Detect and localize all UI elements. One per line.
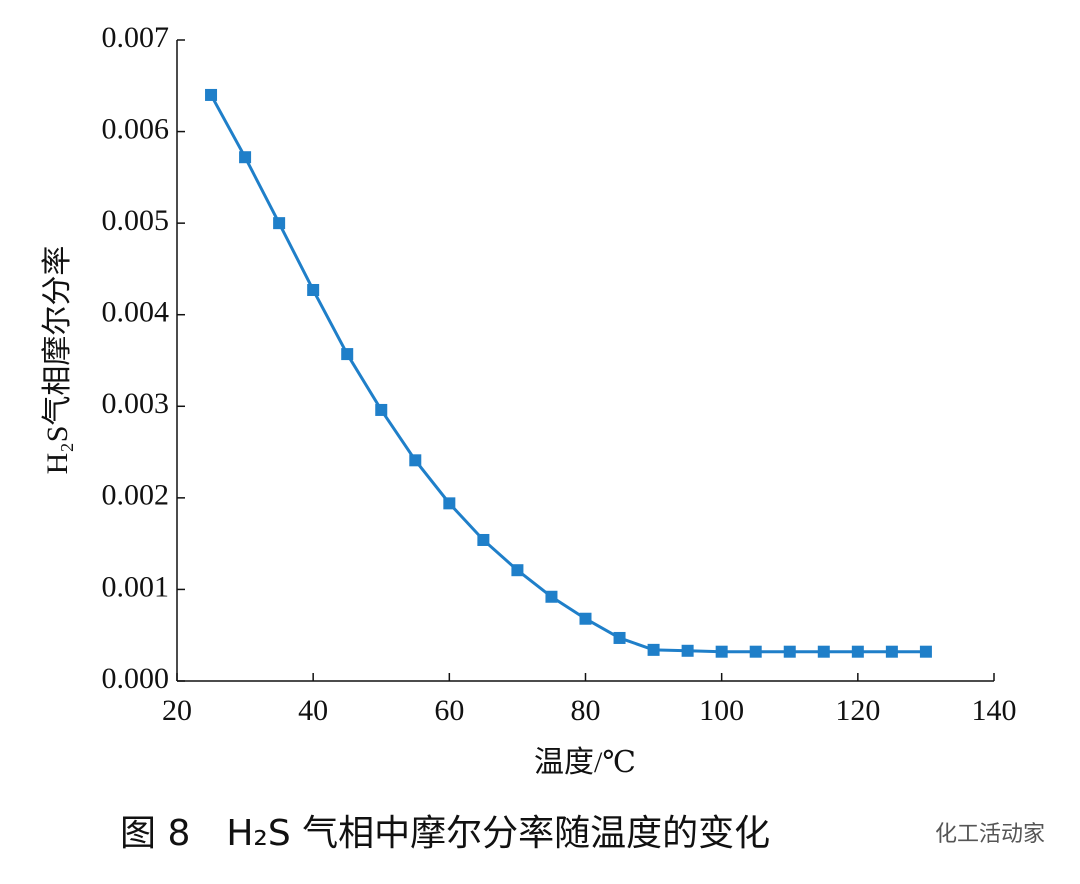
x-tick-label: 20 [162, 694, 192, 727]
marker [579, 612, 592, 625]
x-tick-label: 80 [571, 694, 601, 727]
marker [511, 564, 524, 577]
x-tick-label: 140 [972, 694, 1017, 727]
y-axis-label: H₂S气相摩尔分率 [41, 246, 74, 475]
y-tick-label: 0.007 [102, 21, 170, 54]
y-tick-label: 0.003 [102, 387, 170, 420]
line [209, 94, 926, 654]
x-tick-label: 40 [298, 694, 328, 727]
marker [749, 645, 762, 658]
y-tick-label: 0.004 [102, 296, 170, 329]
x-axis-label: 温度/℃ [534, 746, 636, 779]
y-tick-label: 0.005 [102, 204, 170, 237]
marker [375, 403, 388, 416]
marker [613, 631, 626, 644]
x-tick-label: 100 [699, 694, 744, 727]
marker [545, 590, 558, 603]
marker [681, 644, 694, 657]
marker [783, 645, 796, 658]
marker [239, 151, 252, 164]
marker [341, 348, 354, 361]
marker [307, 283, 320, 296]
marker [647, 643, 660, 656]
marker [205, 88, 218, 101]
marker [919, 645, 932, 658]
y-tick-label: 0.002 [102, 479, 170, 512]
marker [273, 217, 286, 230]
marker [443, 497, 456, 510]
y-tick-label: 0.001 [102, 570, 170, 603]
x-tick-label: 60 [434, 694, 464, 727]
caption: 图 8 H₂S 气相中摩尔分率随温度的变化 [120, 813, 770, 854]
marker [817, 645, 830, 658]
marker [477, 533, 490, 546]
x-tick-label: 120 [835, 694, 880, 727]
watermark: 化工活动家 [935, 822, 1045, 847]
marker [715, 645, 728, 658]
marker [851, 645, 864, 658]
marker [409, 454, 422, 467]
y-tick-label: 0.000 [102, 662, 170, 695]
marker [885, 645, 898, 658]
y-tick-label: 0.006 [102, 112, 170, 145]
